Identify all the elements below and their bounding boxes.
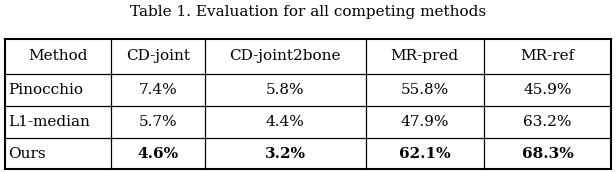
Text: 3.2%: 3.2% [265,147,306,160]
Text: 5.8%: 5.8% [266,83,304,97]
Text: Table 1. Evaluation for all competing methods: Table 1. Evaluation for all competing me… [130,5,486,19]
Text: Method: Method [28,49,87,63]
Text: 7.4%: 7.4% [139,83,177,97]
Text: 68.3%: 68.3% [522,147,573,160]
Text: MR-pred: MR-pred [391,49,459,63]
Text: Pinocchio: Pinocchio [8,83,83,97]
Text: CD-joint: CD-joint [126,49,190,63]
Text: 47.9%: 47.9% [400,115,449,129]
Text: 45.9%: 45.9% [523,83,572,97]
Text: 62.1%: 62.1% [399,147,450,160]
Text: 4.6%: 4.6% [137,147,179,160]
Text: L1-median: L1-median [8,115,90,129]
Text: MR-ref: MR-ref [521,49,575,63]
Text: 63.2%: 63.2% [523,115,572,129]
Text: 4.4%: 4.4% [266,115,305,129]
Text: Ours: Ours [8,147,46,160]
Text: 5.7%: 5.7% [139,115,177,129]
Text: CD-joint2bone: CD-joint2bone [230,49,341,63]
Text: 55.8%: 55.8% [400,83,449,97]
